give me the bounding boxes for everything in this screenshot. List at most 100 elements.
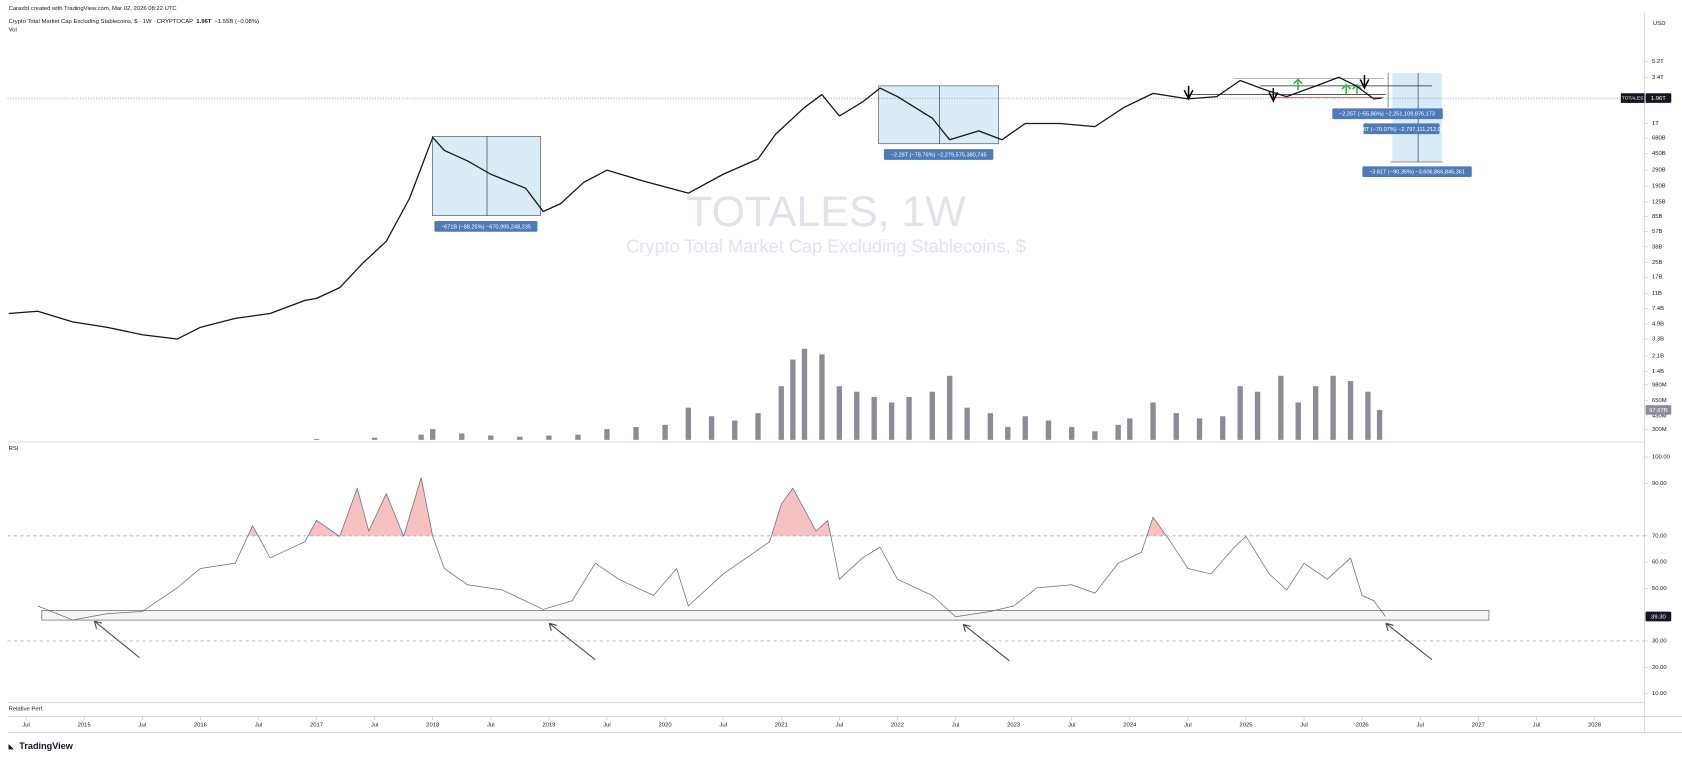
x-tick-label: 2015 <box>78 723 92 729</box>
watermark-subtitle: Crypto Total Market Cap Excluding Stable… <box>626 236 1026 257</box>
volume-bar <box>871 396 877 440</box>
volume-bar <box>418 434 424 440</box>
y-tick-label: 450B <box>1652 151 1666 157</box>
volume-bar <box>488 435 494 440</box>
x-tick-label: Jul <box>603 723 611 729</box>
y-tick-label: 3.3B <box>1652 337 1664 343</box>
measure-label: −671B (−88.25%) −670,995,248,235 <box>441 224 531 230</box>
y-tick-label: 25B <box>1652 260 1663 266</box>
volume-bar <box>819 354 825 440</box>
volume-bar <box>1196 418 1203 440</box>
y-tick-label: 57B <box>1652 229 1663 235</box>
volume-bar <box>459 433 465 440</box>
series-line <box>37 477 1386 621</box>
volume-bar <box>801 348 808 440</box>
x-tick-label: Jul <box>1300 723 1308 729</box>
volume-bar <box>888 402 895 440</box>
measure-label: −2.28T (−78.76%) −2,279,575,380,745 <box>891 153 987 159</box>
y-tick-label: 90.00 <box>1652 481 1667 487</box>
logo-mark: ◣ <box>8 743 14 750</box>
volume-bar <box>1005 426 1011 440</box>
measure-box <box>878 85 999 145</box>
y-tick-label: 20.00 <box>1652 665 1667 671</box>
volume-bar <box>755 413 761 440</box>
support-zone <box>41 610 1490 621</box>
y-tick-label: 300M <box>1652 427 1667 433</box>
x-tick-label: Jul <box>255 723 263 729</box>
measure-label-box <box>1332 108 1443 120</box>
measure-label: −3.61T (−90.35%) −3,606,866,845,361 <box>1369 170 1465 176</box>
y-tick-label: 4.9B <box>1652 322 1664 328</box>
x-tick-label: Jul <box>487 723 495 729</box>
volume-bar <box>732 420 738 440</box>
volume-bar <box>790 359 796 440</box>
x-tick-label: Jul <box>1533 723 1541 729</box>
header-change: −1.55B (−0.08%) <box>215 19 259 25</box>
volume-bar <box>964 407 970 440</box>
x-tick-label: Jul <box>952 723 960 729</box>
x-tick-label: 2023 <box>1007 723 1021 729</box>
volume-bar <box>987 413 994 440</box>
volume-bar <box>1220 416 1226 440</box>
volume-bar <box>1092 431 1098 440</box>
volume-bar <box>1237 386 1243 440</box>
volume-bar <box>575 434 581 440</box>
x-tick-label: 2017 <box>310 723 323 729</box>
credit: Caraxbt created with TradingView.com, Ma… <box>9 6 178 12</box>
y-tick-label: 125B <box>1652 199 1666 205</box>
volume-bar <box>929 391 935 440</box>
measure-label-box <box>1362 166 1472 178</box>
volume-bar <box>1022 416 1028 440</box>
volume-bar <box>778 386 784 440</box>
y-tick-label: 2.1B <box>1652 354 1664 360</box>
y-tick-label: 17B <box>1652 275 1663 281</box>
x-tick-label: 2018 <box>426 723 440 729</box>
y-tick-label: 1T <box>1652 121 1659 127</box>
y-tick-label: 1.4B <box>1652 369 1664 375</box>
arrow <box>93 620 140 659</box>
y-tick-label: 7.4B <box>1652 306 1664 312</box>
x-tick-label: Jul <box>836 723 844 729</box>
arrow <box>962 623 1010 662</box>
y-tick-label: 430M <box>1652 413 1667 419</box>
measure-label-box <box>1363 123 1440 135</box>
volume-bar <box>947 375 953 440</box>
volume-bar <box>1278 375 1284 440</box>
y-tick-label: 50.00 <box>1652 586 1667 592</box>
volume-bar <box>633 426 639 440</box>
x-tick-label: 2025 <box>1239 723 1253 729</box>
volume-bar <box>685 407 691 440</box>
volume-title: Vol <box>9 28 17 34</box>
x-tick-label: Jul <box>1068 723 1076 729</box>
x-tick-label: 2028 <box>1588 723 1602 729</box>
x-tick-label: Jul <box>371 723 379 729</box>
overbought-fill <box>37 477 1386 536</box>
last-value-box <box>1645 93 1672 103</box>
y-tick-label: 38B <box>1652 244 1663 250</box>
volume-bar <box>836 386 843 440</box>
rsi-title: RSI <box>9 446 19 452</box>
volume-bar <box>430 429 436 440</box>
volume-bar <box>1254 391 1261 440</box>
volume-bar <box>1295 402 1301 440</box>
watermark: TOTALES, 1W <box>686 188 966 236</box>
volume-bar <box>1115 424 1121 440</box>
y-tick-label: 85B <box>1652 214 1663 220</box>
volume-bar <box>604 429 610 440</box>
x-tick-label: Jul <box>22 723 30 729</box>
x-tick-label: 2026 <box>1356 723 1370 729</box>
y-tick-label: 11B <box>1652 291 1662 297</box>
x-tick-label: 2027 <box>1472 723 1485 729</box>
x-tick-label: 2019 <box>542 723 555 729</box>
volume-bar <box>1365 391 1371 440</box>
y-tick-label: 100.00 <box>1652 455 1671 461</box>
y-tick-label: 980M <box>1652 382 1667 388</box>
volume-bar <box>1045 420 1052 440</box>
y-tick-label: 680B <box>1652 136 1666 142</box>
volume-bar <box>1347 381 1354 440</box>
pane-title: Relative Perf. <box>9 707 45 713</box>
y-tick-label: 10.00 <box>1652 691 1667 697</box>
x-tick-label: 2024 <box>1123 723 1137 729</box>
